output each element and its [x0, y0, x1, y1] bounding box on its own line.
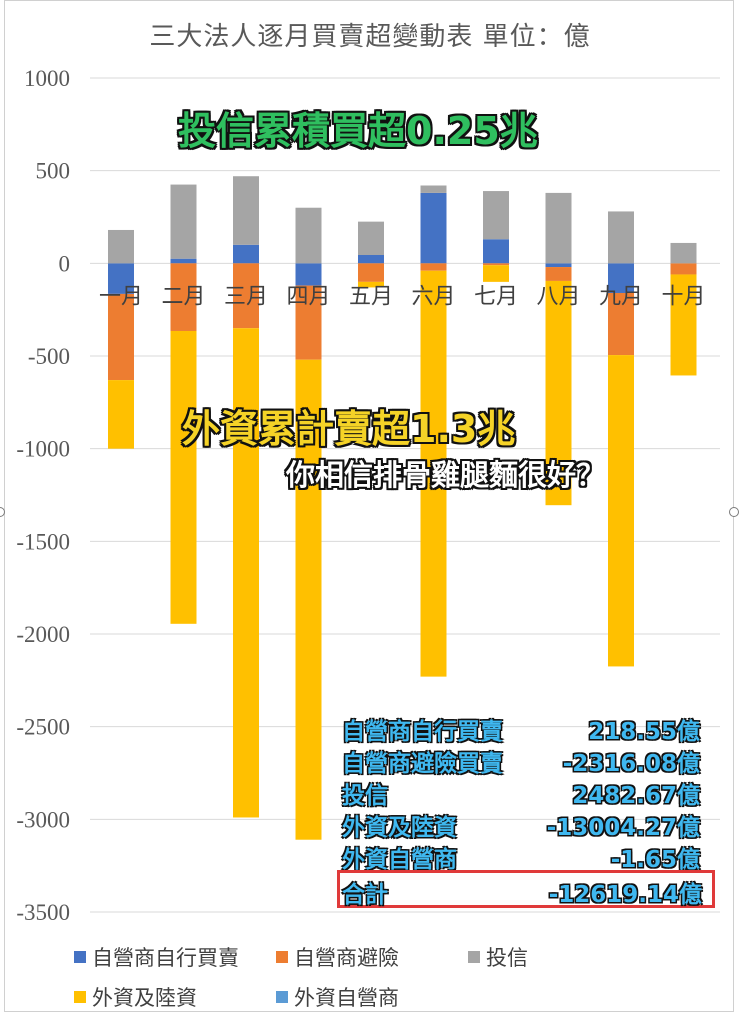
bar-segment — [358, 281, 384, 288]
legend-swatch — [74, 951, 86, 963]
x-tick-label: 九月 — [599, 284, 643, 309]
summary-label: 自營商自行買賣 — [342, 719, 503, 745]
summary-label: 外資自營商 — [342, 847, 457, 873]
bar-segment — [170, 258, 197, 264]
legend-item-trust: 投信 — [468, 942, 528, 972]
y-tick-label: -1500 — [16, 529, 70, 554]
summary-value: -12619.14億 — [548, 882, 702, 908]
bar-segment — [108, 380, 134, 449]
summary-label: 自營商避險買賣 — [342, 751, 503, 777]
bar-segment — [295, 285, 322, 360]
bar-segment — [545, 280, 572, 506]
legend-swatch — [74, 991, 86, 1003]
summary-row-foreign: 外資及陸資 -13004.27億 — [340, 806, 710, 841]
y-tick-label: -2500 — [16, 715, 70, 740]
y-tick-label: -500 — [28, 344, 70, 369]
bar-segment — [108, 293, 134, 381]
summary-row-trust: 投信 2482.67億 — [340, 774, 710, 809]
x-tick-label: 七月 — [474, 284, 518, 309]
summary-value: -1.65億 — [610, 847, 700, 873]
x-tick-label: 四月 — [286, 284, 330, 309]
bar-segment — [358, 263, 384, 282]
bar-segment — [545, 267, 572, 281]
legend-item-dealer-hedge: 自營商避險 — [276, 942, 399, 972]
bar-segment — [420, 270, 447, 677]
summary-row-foreign-dealer: 外資自營商 -1.65億 — [340, 838, 710, 873]
summary-value: 2482.67億 — [572, 783, 700, 809]
bar-segment — [295, 359, 322, 840]
y-tick-label: 0 — [59, 251, 71, 276]
bar-segment — [295, 207, 322, 264]
x-tick-label: 六月 — [411, 284, 455, 309]
summary-row-dealer-hedge: 自營商避險買賣 -2316.08億 — [340, 742, 710, 777]
trust-total-annotation: 投信累積買超0.25兆 — [178, 109, 538, 153]
bar-segment — [483, 239, 509, 264]
bar-segment — [233, 176, 259, 245]
legend-item-foreign: 外資及陸資 — [74, 982, 197, 1012]
y-tick-label: -1000 — [16, 437, 70, 462]
summary-table: 自營商自行買賣 218.55億 自營商避險買賣 -2316.08億 投信 2482.6… — [337, 710, 715, 908]
summary-label: 外資及陸資 — [342, 815, 457, 841]
bar-segment — [170, 184, 197, 259]
y-tick-label: 500 — [36, 159, 71, 184]
x-tick-label: 一月 — [99, 284, 143, 309]
x-tick-label: 二月 — [161, 284, 205, 309]
bar-segment — [170, 330, 197, 624]
y-tick-label: -3000 — [16, 807, 70, 832]
bar-segment — [483, 265, 509, 282]
bar-segment — [483, 263, 509, 266]
legend-swatch — [468, 951, 480, 963]
bar-segment — [545, 192, 572, 264]
bar-segment — [295, 263, 322, 286]
summary-value: -13004.27億 — [546, 815, 700, 841]
legend-swatch — [276, 991, 288, 1003]
bars — [108, 176, 697, 840]
legend-item-foreign-dealer: 外資自營商 — [276, 982, 399, 1012]
bar-segment — [608, 211, 634, 264]
x-tick-label: 十月 — [661, 284, 705, 309]
x-tick-labels: 一月 二月 三月 四月 五月 六月 七月 八月 九月 十月 — [99, 284, 706, 309]
bar-segment — [108, 263, 134, 294]
y-tick-label: -2000 — [16, 622, 70, 647]
summary-value: -2316.08億 — [562, 751, 700, 777]
chart-frame — [4, 0, 734, 1012]
bar-segment — [170, 263, 197, 331]
bar-segment — [483, 191, 509, 240]
legend-swatch — [276, 951, 288, 963]
bar-segment — [608, 263, 634, 293]
bar-segment — [420, 192, 447, 264]
bar-segment — [608, 355, 634, 667]
legend-item-dealer-self: 自營商自行買賣 — [74, 942, 239, 972]
y-tick-labels: 1000 500 0 -500 -1000 -1500 -2000 -2500 -3000 -35… — [16, 66, 70, 925]
bar-segment — [233, 244, 259, 264]
x-tick-label: 三月 — [224, 284, 268, 309]
summary-row-dealer-self: 自營商自行買賣 218.55億 — [340, 710, 710, 745]
bar-segment — [545, 263, 572, 268]
summary-label: 合計 — [342, 882, 388, 908]
bar-segment — [670, 242, 697, 264]
y-tick-label: 1000 — [24, 66, 70, 91]
chart-title: 三大法人逐月買賣超變動表 單位：億 — [149, 22, 591, 52]
foreign-total-annotation: 外資累計賣超1.3兆 — [182, 407, 516, 451]
bar-segment — [670, 274, 697, 376]
summary-label: 投信 — [342, 783, 388, 809]
bar-segment — [608, 292, 634, 356]
bar-segment — [670, 263, 697, 275]
x-tick-label: 五月 — [349, 284, 393, 309]
bar-segment — [420, 185, 447, 193]
x-tick-label: 八月 — [536, 284, 580, 309]
bar-segment — [233, 328, 259, 818]
question-annotation: 你相信排骨雞腿麵很好？ — [286, 458, 606, 492]
bar-segment — [358, 221, 384, 255]
bar-segment — [420, 263, 447, 271]
bar-segment — [108, 229, 134, 264]
y-tick-label: -3500 — [16, 900, 70, 925]
summary-row-total: 合計 -12619.14億 — [337, 870, 715, 908]
bar-segment — [358, 254, 384, 264]
resize-handle-right[interactable] — [729, 507, 739, 517]
summary-value: 218.55億 — [588, 719, 700, 745]
bar-segment — [233, 263, 259, 329]
